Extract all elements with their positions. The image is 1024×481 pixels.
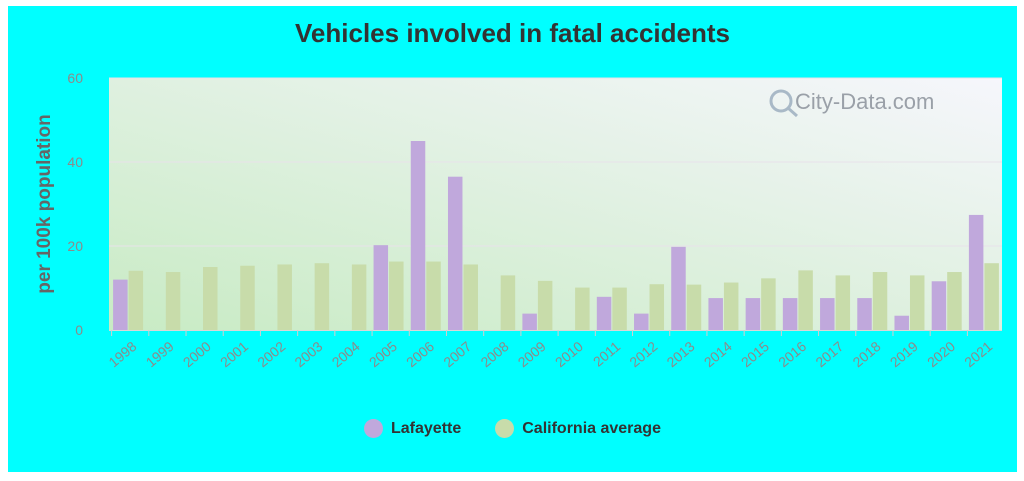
y-tick-label: 40 [67, 154, 83, 170]
legend-item-lafayette: Lafayette [364, 419, 461, 438]
bar-lafayette-2011 [596, 296, 612, 330]
bar-california-2001 [240, 265, 255, 330]
watermark-text: City-Data.com [795, 89, 934, 114]
bar-california-2006 [426, 261, 441, 330]
legend-label-lafayette: Lafayette [391, 419, 462, 437]
x-tick-label: 2012 [626, 338, 660, 370]
bar-lafayette-2005 [373, 245, 389, 330]
y-axis: 0 20 40 60 [67, 70, 83, 338]
y-tick-label: 60 [67, 70, 83, 86]
watermark-magnifier-handle [787, 106, 798, 118]
x-tick-label: 2020 [924, 338, 958, 370]
x-tick-label: 2019 [887, 338, 921, 370]
legend: Lafayette California average [8, 419, 1017, 438]
bar-california-2012 [649, 284, 665, 330]
bar-california-2016 [798, 270, 813, 330]
bar-lafayette-2013 [671, 246, 686, 330]
x-tick-label: 2000 [180, 338, 214, 370]
bar-lafayette-2021 [968, 214, 984, 330]
bar-lafayette-2009 [522, 313, 537, 330]
bar-california-2018 [872, 272, 888, 330]
x-tick-label: 2001 [217, 338, 251, 370]
watermark: City-Data.com [769, 89, 934, 118]
x-tick-label: 1999 [143, 338, 177, 370]
bar-california-2004 [351, 264, 367, 330]
x-tick-label: 2005 [366, 338, 400, 370]
bar-california-2011 [612, 287, 627, 330]
bar-california-2021 [984, 263, 999, 330]
bar-california-2013 [686, 284, 702, 330]
bar-california-2005 [389, 261, 404, 330]
plot-area [109, 78, 1002, 330]
x-tick-label: 2014 [701, 338, 735, 370]
bar-lafayette-1998 [113, 279, 128, 330]
legend-swatch-lafayette [364, 419, 383, 438]
bar-california-2002 [277, 264, 292, 330]
y-tick-label: 0 [75, 322, 83, 338]
bar-california-2007 [463, 264, 478, 330]
legend-item-california: California average [495, 419, 661, 438]
bar-lafayette-2012 [634, 313, 649, 330]
bar-lafayette-2020 [931, 281, 947, 330]
bar-california-2017 [835, 275, 851, 330]
legend-label-california: California average [522, 419, 661, 437]
chart-frame: Vehicles involved in fatal accidents Cit… [8, 6, 1017, 472]
x-tick-label: 2013 [664, 338, 698, 370]
grid-lines [109, 77, 1002, 247]
bars [113, 141, 999, 330]
bar-california-2014 [723, 282, 739, 330]
bar-california-2003 [314, 263, 330, 330]
bar-lafayette-2018 [857, 298, 872, 330]
x-tick-label: 2002 [254, 338, 288, 370]
x-tick-label: 2006 [403, 338, 437, 370]
x-tick-label: 2007 [440, 338, 474, 370]
x-tick-label: 2017 [812, 338, 846, 370]
bar-california-1998 [128, 270, 144, 330]
bar-california-2009 [537, 280, 553, 330]
watermark-magnifier-icon [769, 89, 793, 113]
bar-california-2010 [575, 287, 590, 330]
bar-lafayette-2014 [708, 298, 723, 330]
x-tick-label: 2009 [515, 338, 549, 370]
x-tick-label: 2011 [590, 338, 624, 370]
x-tick-label: 2008 [477, 338, 511, 370]
legend-swatch-california [495, 419, 515, 438]
x-tick-label: 2010 [552, 338, 586, 370]
bar-lafayette-2017 [820, 298, 835, 330]
x-tick-label: 2021 [961, 338, 995, 370]
bar-california-2000 [203, 267, 218, 330]
chart-title: Vehicles involved in fatal accidents [295, 18, 730, 48]
bar-lafayette-2015 [745, 298, 761, 330]
x-tick-label: 2018 [850, 338, 884, 370]
bar-lafayette-2006 [410, 141, 426, 330]
bar-lafayette-2019 [894, 315, 909, 330]
y-tick-label: 20 [67, 238, 83, 254]
bar-california-2019 [909, 275, 925, 330]
bar-california-1999 [165, 272, 181, 330]
bar-california-2008 [500, 275, 516, 330]
x-tick-label: 2015 [738, 338, 772, 370]
bar-lafayette-2007 [447, 176, 463, 330]
x-tick-label: 2004 [329, 338, 363, 370]
x-tick-label: 2003 [291, 338, 325, 370]
bar-california-2020 [947, 272, 962, 330]
x-tick-label: 1998 [105, 338, 139, 370]
bar-california-2015 [761, 278, 776, 330]
x-tick-label: 2016 [775, 338, 809, 370]
y-axis-label: per 100k population [34, 114, 55, 293]
bar-lafayette-2016 [782, 298, 798, 330]
x-axis: 1998 1999 2000 2001 2002 2003 2004 2005 2006 2007… [105, 330, 1002, 370]
